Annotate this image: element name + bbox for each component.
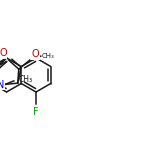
Text: N: N [0,80,5,90]
Text: CH₃: CH₃ [19,75,33,84]
Text: F: F [33,107,39,117]
Text: CH₃: CH₃ [42,53,55,59]
Text: O: O [32,49,39,59]
Text: O: O [0,48,7,58]
